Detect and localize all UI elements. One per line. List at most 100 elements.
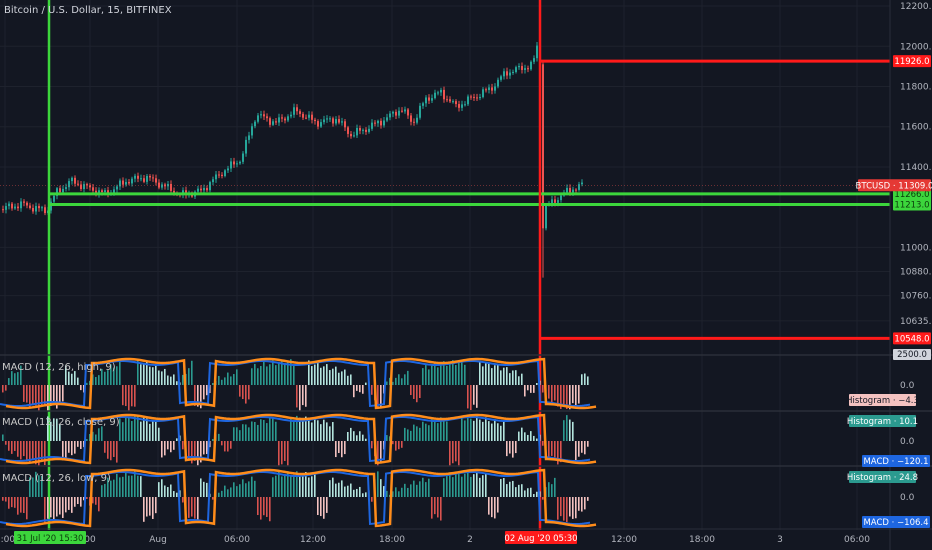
macd-value-pill-bg [862, 455, 930, 467]
histogram-bar [419, 385, 421, 399]
histogram-bar [137, 475, 139, 497]
histogram-bar [164, 441, 166, 456]
histogram-bar [569, 385, 571, 410]
candle [128, 182, 130, 184]
histogram-bar [353, 489, 355, 497]
histogram-bar [578, 441, 580, 457]
histogram-bar [488, 421, 490, 441]
histogram-bar [122, 422, 124, 441]
candle [434, 92, 436, 99]
histogram-bar [335, 441, 337, 458]
candle [317, 121, 319, 127]
candle [86, 184, 88, 186]
candle [386, 117, 388, 121]
histogram-bar [356, 488, 358, 497]
candle [122, 180, 124, 185]
histogram-bar [278, 471, 280, 497]
histogram-bar [149, 366, 151, 385]
histogram-bar [464, 420, 466, 441]
histogram-bar [572, 497, 574, 519]
histogram-bar [488, 497, 490, 515]
histogram-bar [197, 385, 199, 407]
histogram-bar [29, 477, 31, 497]
histogram-bar [503, 367, 505, 385]
histogram-bar [311, 366, 313, 385]
macd-line [0, 416, 591, 463]
histogram-bar [395, 441, 397, 451]
histogram-bar [41, 385, 43, 407]
histogram-bar [290, 359, 292, 385]
histogram-bar [80, 497, 82, 507]
histogram-bar [296, 415, 298, 441]
histogram-bar [20, 497, 22, 513]
histogram-bar [383, 486, 385, 497]
candle [341, 121, 343, 123]
histogram-bar [221, 490, 223, 497]
histogram-bar [290, 417, 292, 441]
histogram-bar [221, 379, 223, 385]
histogram-bar [401, 441, 403, 448]
histogram-bar [146, 497, 148, 517]
histogram-bar [467, 385, 469, 409]
histogram-bar [254, 363, 256, 385]
date-pill-red: 02 Aug '20 05:30 [504, 534, 577, 544]
histogram-bar [77, 497, 79, 505]
histogram-bar [560, 497, 562, 517]
histogram-bar [188, 497, 190, 518]
histogram-bar [251, 476, 253, 497]
histogram-bar [437, 497, 439, 518]
histogram-bar [572, 385, 574, 404]
price-tick-label: 12200.0 [900, 2, 932, 12]
histogram-bar [380, 385, 382, 408]
histogram-bar [68, 497, 70, 510]
histogram-bar [293, 364, 295, 385]
price-tick-label: 10635.0 [900, 317, 932, 327]
histogram-bar [128, 416, 130, 441]
histogram-bar [281, 476, 283, 497]
histogram-bar [209, 441, 211, 448]
histogram-bar [536, 491, 538, 497]
histogram-bar [158, 482, 160, 497]
histogram-value-pill-bg [849, 394, 916, 406]
candle [524, 68, 526, 70]
histogram-bar [2, 385, 4, 393]
candle [509, 72, 511, 76]
candle [221, 174, 223, 176]
candle [14, 206, 16, 209]
histogram-bar [59, 385, 61, 404]
histogram-bar [86, 497, 88, 499]
histogram-bar [98, 428, 100, 441]
histogram-bar [461, 359, 463, 385]
histogram-bar [200, 441, 202, 463]
histogram-bar [212, 497, 214, 500]
histogram-bar [236, 427, 238, 441]
histogram-bar [65, 365, 67, 385]
histogram-bar [260, 497, 262, 520]
histogram-bar [317, 420, 319, 441]
histogram-bar [23, 441, 25, 457]
histogram-bar [83, 385, 85, 393]
histogram-bar [74, 441, 76, 454]
time-axis[interactable]: 2:00 00 Aug 06:00 12:00 18:00 2 12:00 18:00 3 06:0… [0, 535, 870, 545]
histogram-bar [164, 485, 166, 497]
histogram-bar [326, 422, 328, 441]
histogram-bar [224, 377, 226, 385]
histogram-bar [467, 415, 469, 441]
histogram-bar [158, 370, 160, 385]
histogram-bar [446, 474, 448, 497]
histogram-bar [65, 441, 67, 460]
histogram-bar [584, 373, 586, 385]
candle [455, 101, 457, 105]
histogram-bar [500, 479, 502, 497]
candle [77, 183, 79, 185]
histogram-bar [83, 497, 85, 501]
histogram-bar [458, 471, 460, 497]
horizontal-levels[interactable] [50, 59, 890, 340]
candle [155, 178, 157, 183]
price-tick-label: 11600.0 [900, 123, 932, 133]
histogram-bar [95, 497, 97, 505]
histogram-bar [194, 385, 196, 406]
histogram-bar [29, 385, 31, 409]
histogram-bar [566, 497, 568, 523]
